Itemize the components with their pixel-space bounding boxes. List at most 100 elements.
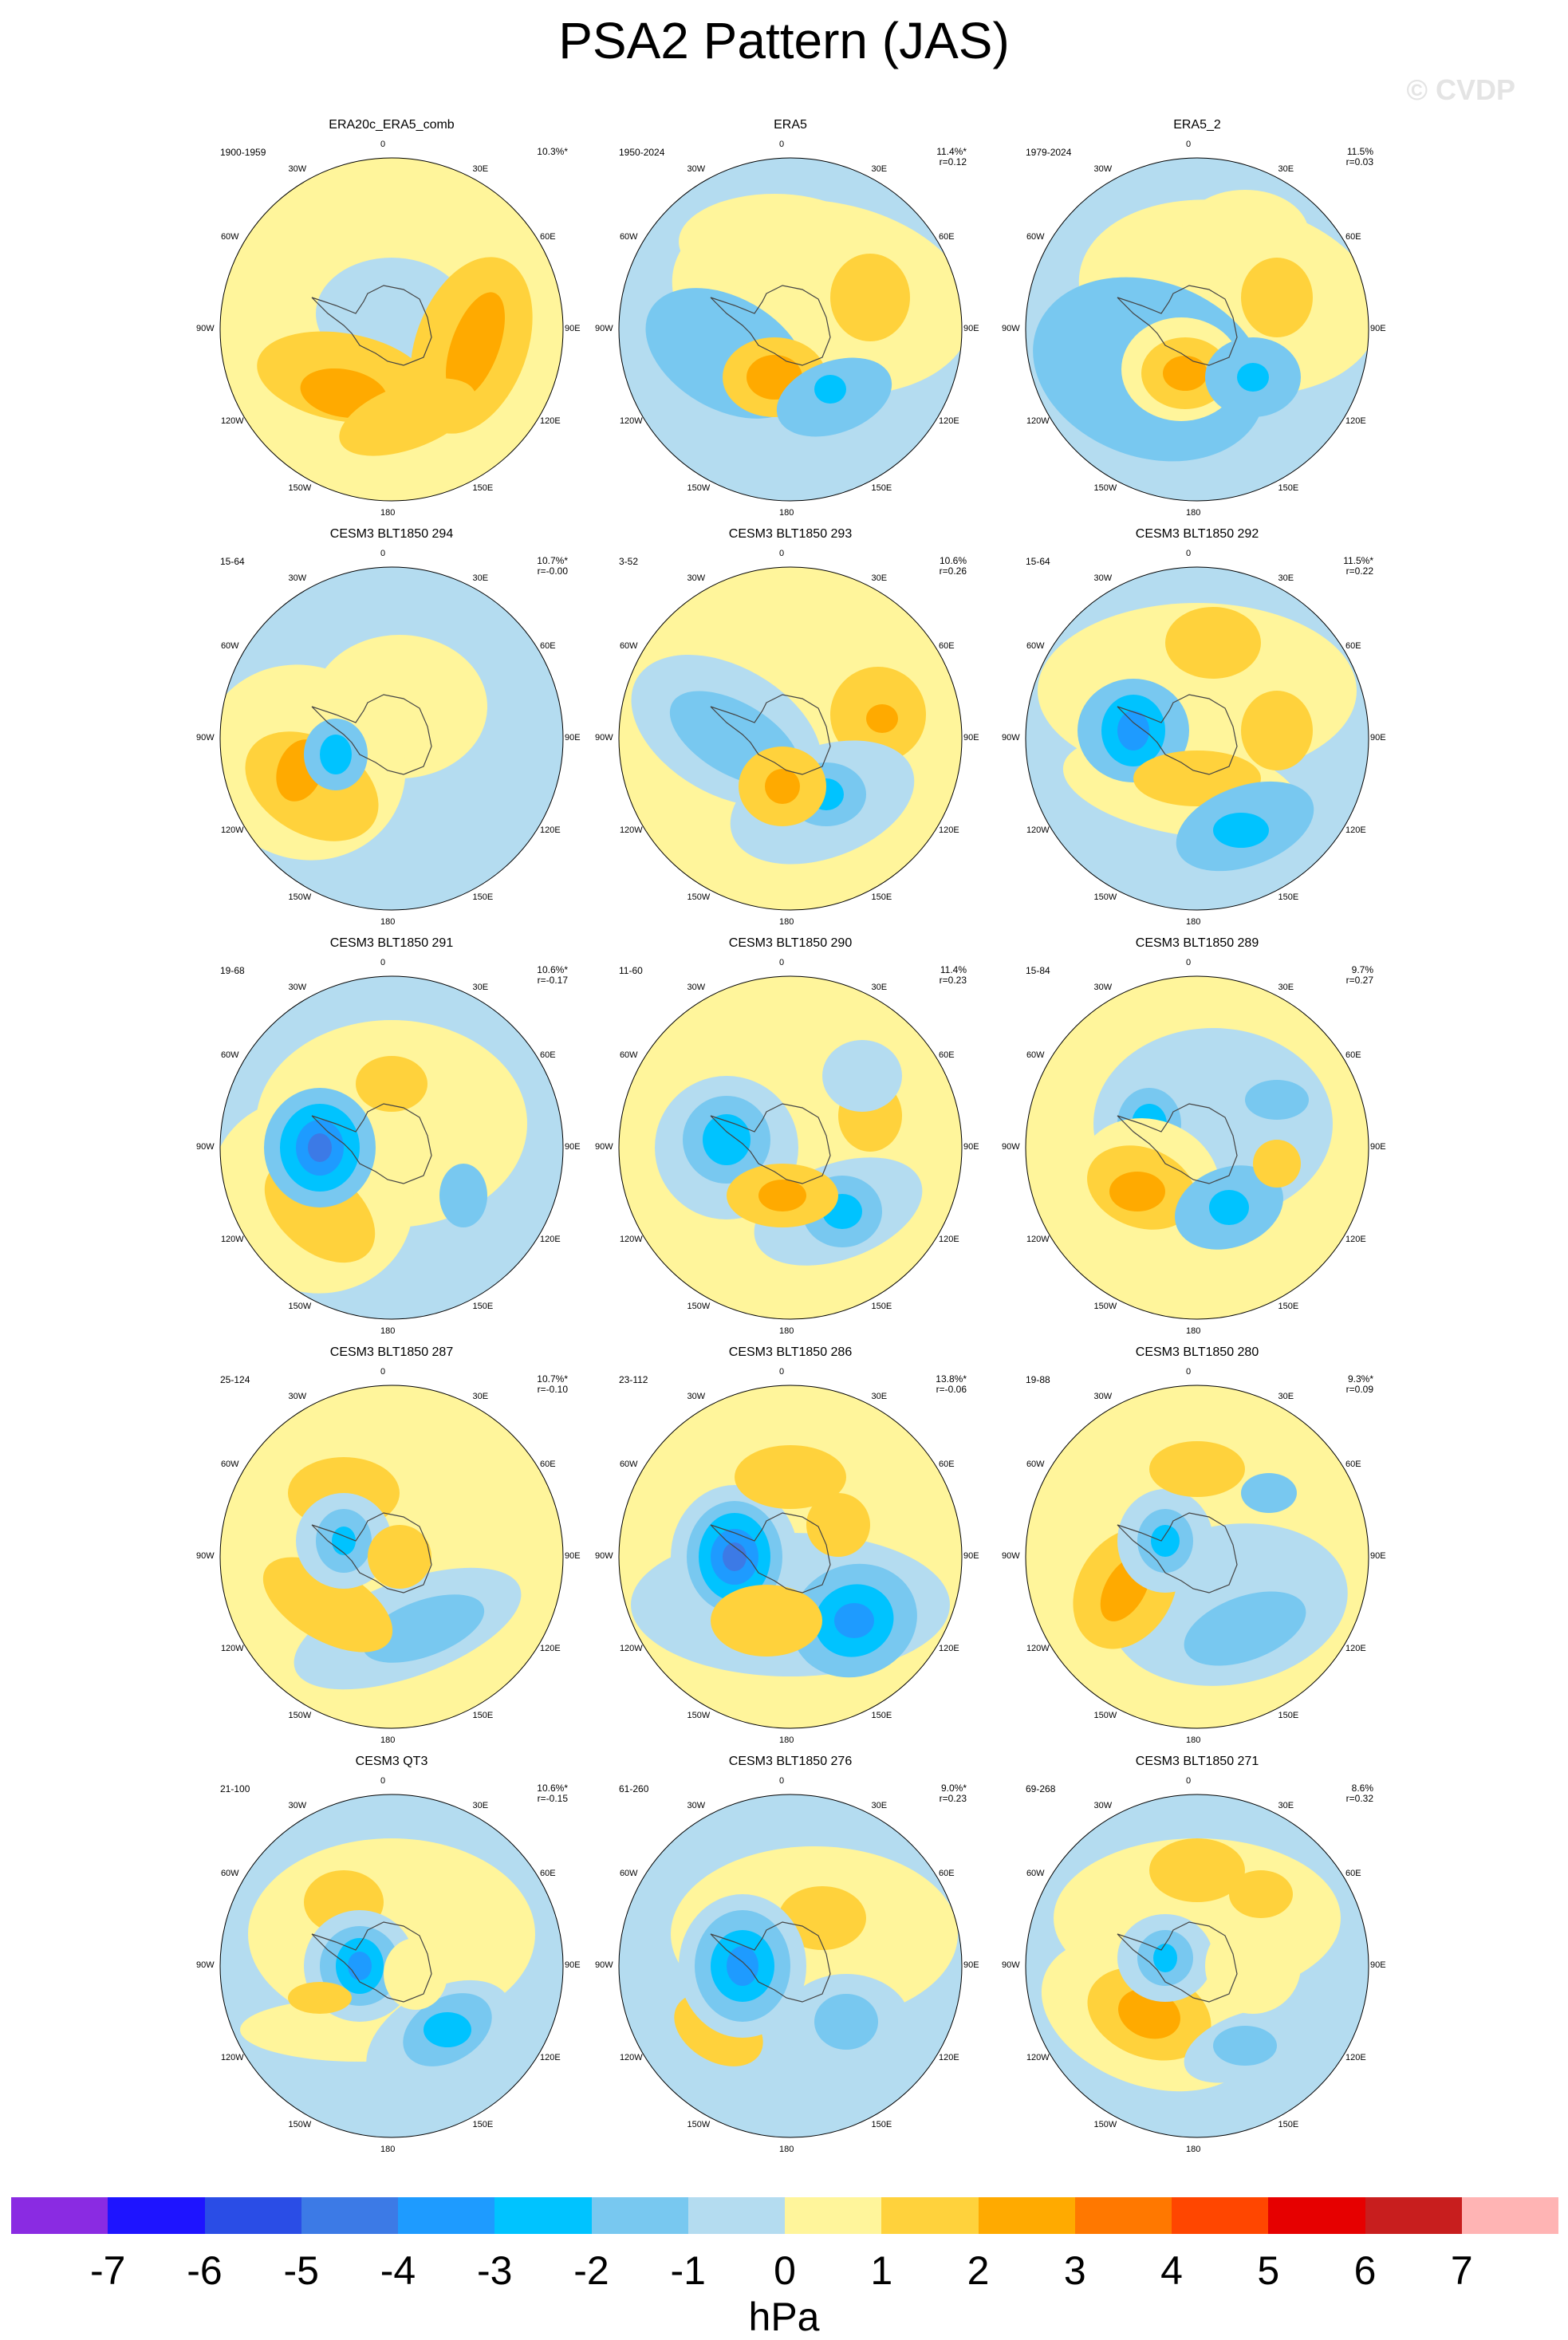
panel-title: CESM3 BLT1850 276 [728,1755,853,1768]
longitude-label: 150W [1093,1711,1117,1721]
map-border [618,1385,963,1729]
map-border [1025,975,1369,1320]
longitude-label: 180 [380,1735,396,1745]
longitude-label: 30W [1093,573,1113,583]
panel-correlation: r=-0.06 [936,1384,967,1395]
map-panel: CESM3 BLT1850 291 19-68 10.6%* r=-0.17 0 30E 6… [196,936,581,1336]
longitude-label: 150E [472,1302,494,1312]
longitude-label: 150E [871,892,892,903]
longitude-label: 120E [1345,825,1366,835]
panel-year-range: 15-64 [220,556,245,567]
panel-year-range: 3-52 [619,556,639,567]
coastline [710,694,831,775]
colorbar-unit: hPa [748,2295,820,2339]
polar-map [219,566,564,911]
coastline [1117,285,1238,366]
longitude-label: 30E [871,1800,888,1810]
longitude-label: 90E [1370,1960,1386,1970]
longitude-label: 90W [1002,1142,1020,1152]
colorbar-swatch [11,2197,108,2234]
longitude-label: 90E [963,1551,979,1561]
longitude-label: 150E [472,483,494,494]
longitude-label: 120E [939,416,959,426]
anomaly-contour-pos3 [1163,356,1208,391]
longitude-label: 60W [619,1868,638,1878]
longitude-label: 120W [619,825,643,835]
longitude-label: 180 [380,508,396,518]
longitude-label: 30W [687,1391,706,1401]
map-border [618,157,963,502]
longitude-label: 90W [595,1551,613,1561]
longitude-label: 180 [380,1326,396,1336]
map-border [618,1794,963,2138]
longitude-label: 30W [687,163,706,174]
longitude-label: 60E [540,640,556,651]
longitude-label: 120W [1026,825,1050,835]
longitude-label: 30E [472,163,489,174]
map-panel: CESM3 BLT1850 286 23-112 13.8%* r=-0.06 0 30E… [595,1345,979,1745]
polar-map [219,157,564,502]
panel-correlation: r=-0.17 [537,975,568,986]
panel-correlation: r=0.23 [939,1793,967,1804]
longitude-label: 0 [380,549,386,558]
longitude-label: 0 [1186,1367,1192,1377]
colorbar [11,2197,1558,2234]
longitude-label: 120W [220,2052,244,2062]
colorbar-swatch [398,2197,495,2234]
anomaly-contour-pos2 [830,254,910,341]
polar-map [618,975,963,1320]
panel-title: CESM3 BLT1850 290 [728,936,853,950]
longitude-label: 60W [1026,231,1045,242]
colorbar-tick-label: 1 [870,2248,893,2293]
longitude-label: 60E [1345,1050,1361,1060]
colorbar-tick-label: 4 [1160,2248,1183,2293]
panel-stats: 10.6%* r=-0.17 [537,965,568,986]
longitude-label: 120E [1345,2052,1366,2062]
panel-stats: 10.6%* r=-0.15 [537,1783,568,1804]
longitude-label: 150W [1093,483,1117,494]
longitude-label: 150W [687,483,711,494]
anomaly-contour-neg4 [727,1946,758,1986]
longitude-label: 60E [1345,1459,1361,1469]
longitude-label: 120W [1026,1643,1050,1653]
panel-correlation: r=0.32 [1345,1793,1373,1804]
longitude-label: 60E [540,1050,556,1060]
anomaly-contour-neg3 [814,375,846,404]
anomaly-contour-neg2 [362,1594,485,1663]
longitude-label: 150W [1093,2120,1117,2130]
anomaly-contour-pos3 [758,1180,806,1211]
map-panel: CESM3 BLT1850 280 19-88 9.3%* r=0.09 0 30E 60E… [1002,1345,1386,1745]
longitude-label: 120W [619,1234,643,1244]
polar-map [219,975,564,1320]
longitude-label: 90W [196,1142,215,1152]
longitude-label: 60E [1345,1868,1361,1878]
colorbar-swatch [881,2197,979,2234]
panel-year-range: 15-64 [1026,556,1050,567]
map-panel: CESM3 BLT1850 271 69-268 8.6% r=0.32 0 30E 60E… [1002,1755,1386,2154]
panel-year-range: 15-84 [1026,965,1050,976]
longitude-label: 120E [939,2052,959,2062]
polar-map [219,1385,564,1729]
longitude-label: 30W [1093,1391,1113,1401]
longitude-label: 120E [540,825,561,835]
longitude-label: 0 [1186,958,1192,967]
panel-stats: 13.8%* r=-0.06 [936,1374,967,1395]
colorbar-swatch [204,2197,301,2234]
longitude-label: 30W [1093,1800,1113,1810]
longitude-label: 60E [939,231,955,242]
colorbar-swatch [1268,2197,1365,2234]
longitude-label: 90W [595,324,613,333]
map-border [618,975,963,1320]
colorbar-tick-label: 5 [1257,2248,1280,2293]
panel-variance-pct: 13.8%* [936,1373,967,1385]
longitude-label: 120E [1345,416,1366,426]
longitude-label: 60W [220,231,239,242]
anomaly-contour-pos1 [1181,190,1309,278]
panel-year-range: 11-60 [619,965,643,976]
longitude-label: 60W [619,640,638,651]
polar-map [1025,1794,1369,2138]
map-panel: CESM3 BLT1850 289 15-84 9.7% r=0.27 0 30E 60E 9… [1002,936,1386,1336]
panel-stats: 9.0%* r=0.23 [940,1783,967,1804]
longitude-label: 180 [779,508,794,518]
anomaly-contour-pos2 [735,1445,846,1509]
